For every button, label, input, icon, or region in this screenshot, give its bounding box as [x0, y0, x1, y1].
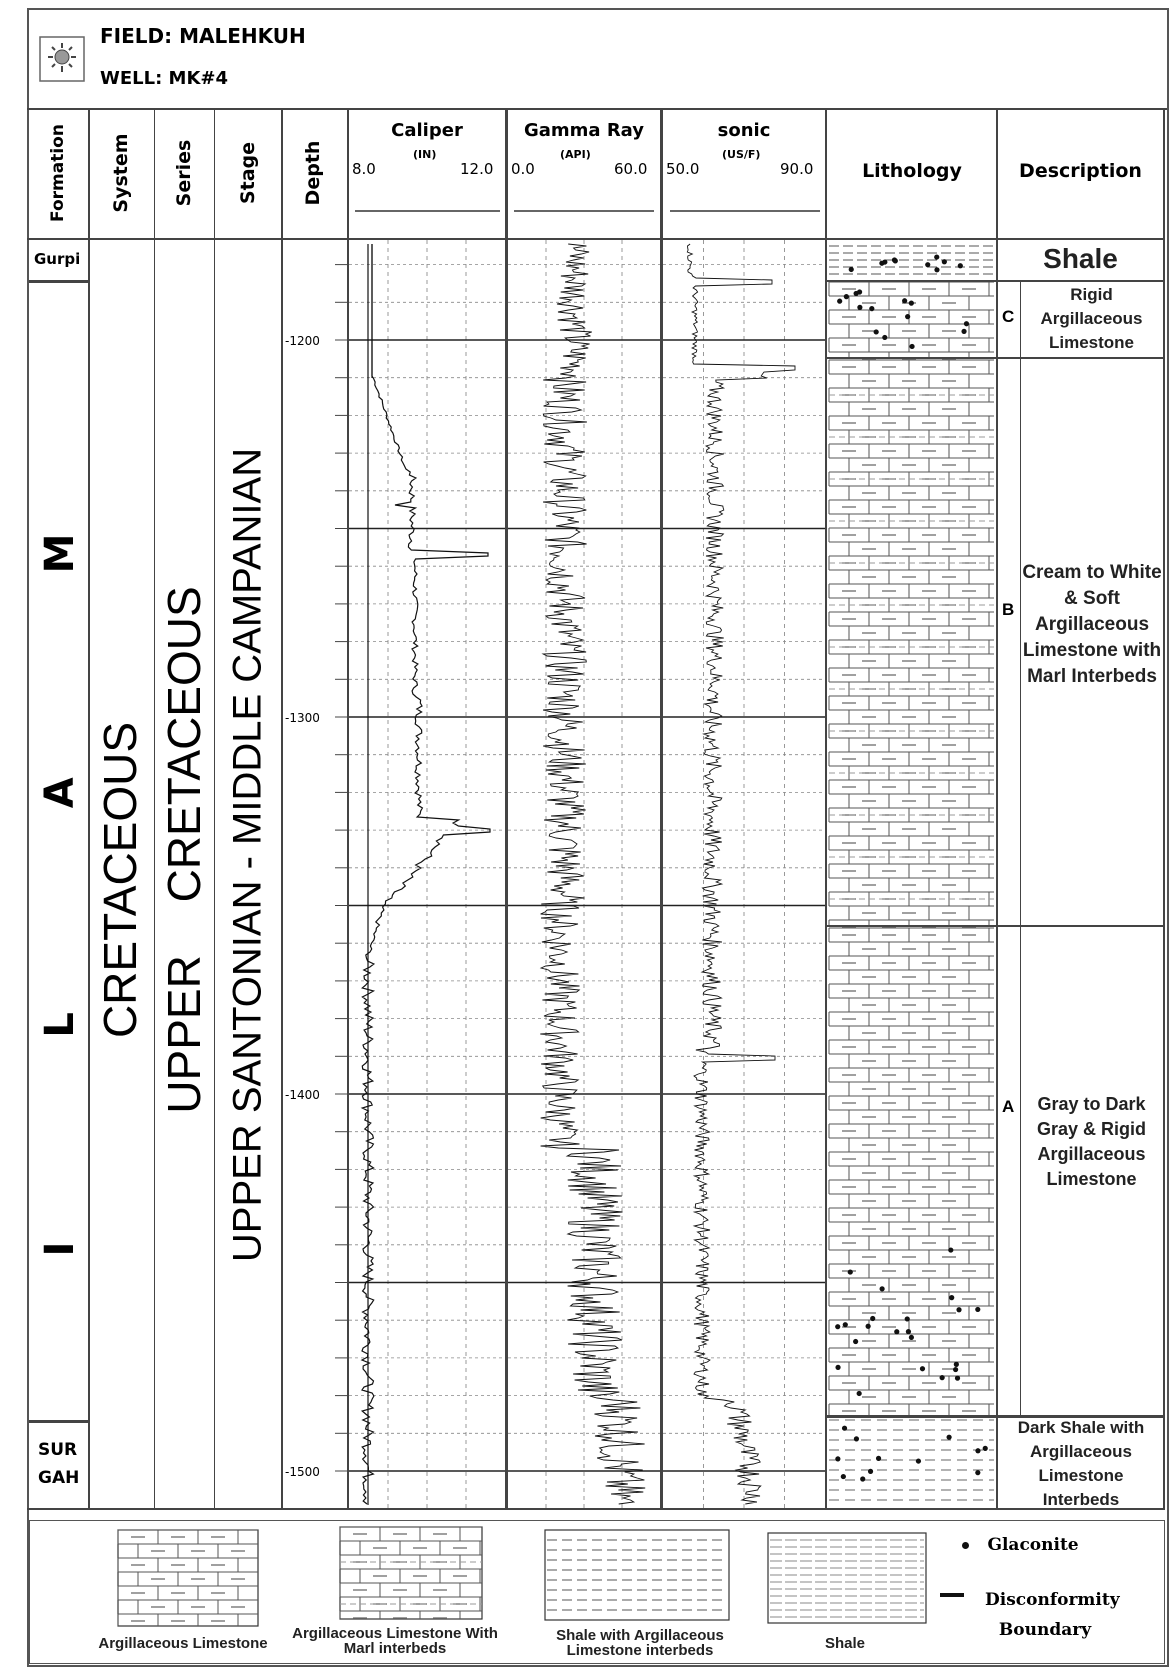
glauconite-dot: [860, 1476, 866, 1482]
legend-arg-ls-label: Argillaceous Limestone: [98, 1635, 268, 1652]
gamma-ray-curve: [539, 243, 646, 1505]
glauconite-dot: [919, 1366, 926, 1372]
glauconite-dot: [848, 266, 854, 273]
glauconite-dot: [956, 1307, 962, 1313]
glauconite-dot: [925, 262, 931, 268]
main-grid-frame: [27, 108, 1167, 1512]
desc-surgah: Dark Shale with Argillaceous Limestone I…: [1017, 1418, 1145, 1509]
field-name: FIELD: MALEHKUH: [100, 24, 306, 48]
lithology-patterns: [828, 245, 994, 1501]
glauconite-dot: [853, 1338, 859, 1345]
glauconite-dot: [975, 1470, 981, 1476]
desc-unit-c: Rigid Argillaceous Limestone: [1040, 285, 1143, 352]
unit-a-label: A: [1002, 1097, 1015, 1116]
glauconite-dot: [963, 321, 970, 327]
surgah-label-1: SUR: [38, 1440, 78, 1460]
glauconite-dot: [954, 1375, 961, 1381]
glauconite-dot: [843, 294, 849, 300]
glauconite-dot: [949, 1295, 955, 1301]
glauconite-dot: [975, 1448, 981, 1454]
glauconite-dot: [953, 1361, 959, 1367]
glauconite-dot: [891, 257, 898, 263]
glauconite-dot: [882, 334, 888, 341]
legend-shale-label: Shale: [824, 1635, 866, 1652]
glauconite-dot: [867, 1468, 874, 1474]
glauconite-dot: [902, 298, 908, 304]
gurpi-label: Gurpi: [34, 250, 81, 268]
legend-shale-arg-label: Shale with Argillaceous Limestone interb…: [556, 1627, 724, 1659]
glauconite-dot: [957, 263, 963, 269]
glauconite-dot: [934, 254, 940, 260]
glauconite-dot-icon: [962, 1542, 969, 1550]
glauconite-dot: [856, 289, 863, 295]
glauconite-dot: [953, 1366, 959, 1373]
glauconite-dot: [879, 260, 885, 266]
glauconite-dot: [840, 1473, 846, 1480]
glauconite-dot: [909, 343, 915, 350]
glauconite-dot: [975, 1306, 981, 1313]
glauconite-dot: [982, 1445, 988, 1451]
disconformity-line-icon: [940, 1593, 964, 1597]
glauconite-dot: [841, 1425, 848, 1431]
glauconite-dot: [934, 267, 940, 273]
glauconite-dot: [946, 1434, 952, 1440]
glauconite-dot: [915, 1458, 922, 1464]
glauconite-dot: [835, 1324, 841, 1330]
depth-label-1500: -1500: [285, 1465, 320, 1479]
caliper-curve: [360, 244, 491, 1505]
glauconite-dot: [870, 1315, 876, 1322]
legend-glauconite: Glaconite: [962, 1535, 1079, 1555]
glauconite-dot: [873, 329, 879, 335]
sonic-curve: [686, 243, 796, 1505]
depth-label-1400: -1400: [285, 1088, 320, 1102]
legend-arg-ls-marl-label: Argillaceous Limestone With Marl interbe…: [292, 1625, 498, 1657]
glauconite-dot: [837, 298, 843, 304]
well-name: WELL: MK#4: [100, 68, 229, 89]
surgah-label-2: GAH: [38, 1468, 80, 1488]
glauconite-dot: [847, 1269, 853, 1275]
sun-well-icon: [39, 36, 85, 82]
glauconite-dot: [948, 1247, 954, 1253]
glauconite-dot: [908, 300, 914, 306]
depth-label-1200: -1200: [285, 334, 320, 348]
glauconite-dot: [894, 1329, 900, 1335]
glauconite-dot: [905, 1329, 912, 1335]
glauconite-dot: [904, 1316, 910, 1322]
glauconite-dot: [857, 304, 863, 310]
description-header: Description: [1019, 160, 1142, 182]
glauconite-dot: [961, 328, 967, 334]
glauconite-dot: [869, 306, 875, 312]
legend-swatch: [767, 1532, 927, 1624]
glauconite-dot: [835, 1364, 841, 1370]
glauconite-dot: [856, 1390, 862, 1397]
figure-frame: [27, 8, 1169, 1667]
glauconite-dot: [941, 259, 947, 265]
legend-frame: [29, 1520, 1165, 1664]
glauconite-dot: [939, 1375, 945, 1381]
desc-unit-a: Gray to Dark Gray & Rigid Argillaceous L…: [1036, 1094, 1147, 1189]
glauconite-dot: [875, 1455, 882, 1461]
unit-c-label: C: [1002, 307, 1015, 326]
glauconite-dot: [905, 314, 911, 320]
unit-b-label: B: [1002, 600, 1015, 619]
glauconite-dot: [879, 1286, 885, 1292]
glauconite-dot: [842, 1322, 848, 1328]
depth-label-1300: -1300: [285, 711, 320, 725]
glauconite-dot: [908, 1334, 915, 1341]
lithology-header: Lithology: [862, 160, 962, 182]
desc-shale: Shale: [1043, 243, 1118, 274]
desc-unit-b: Cream to White & Soft Argillaceous Limes…: [1022, 562, 1162, 687]
legend-swatch: [544, 1529, 730, 1621]
header: FIELD: MALEHKUH WELL: MK#4: [27, 8, 1167, 108]
glauconite-dot: [853, 1436, 860, 1442]
glauconite-dot: [865, 1323, 871, 1329]
glauconite-dot: [835, 1456, 841, 1462]
